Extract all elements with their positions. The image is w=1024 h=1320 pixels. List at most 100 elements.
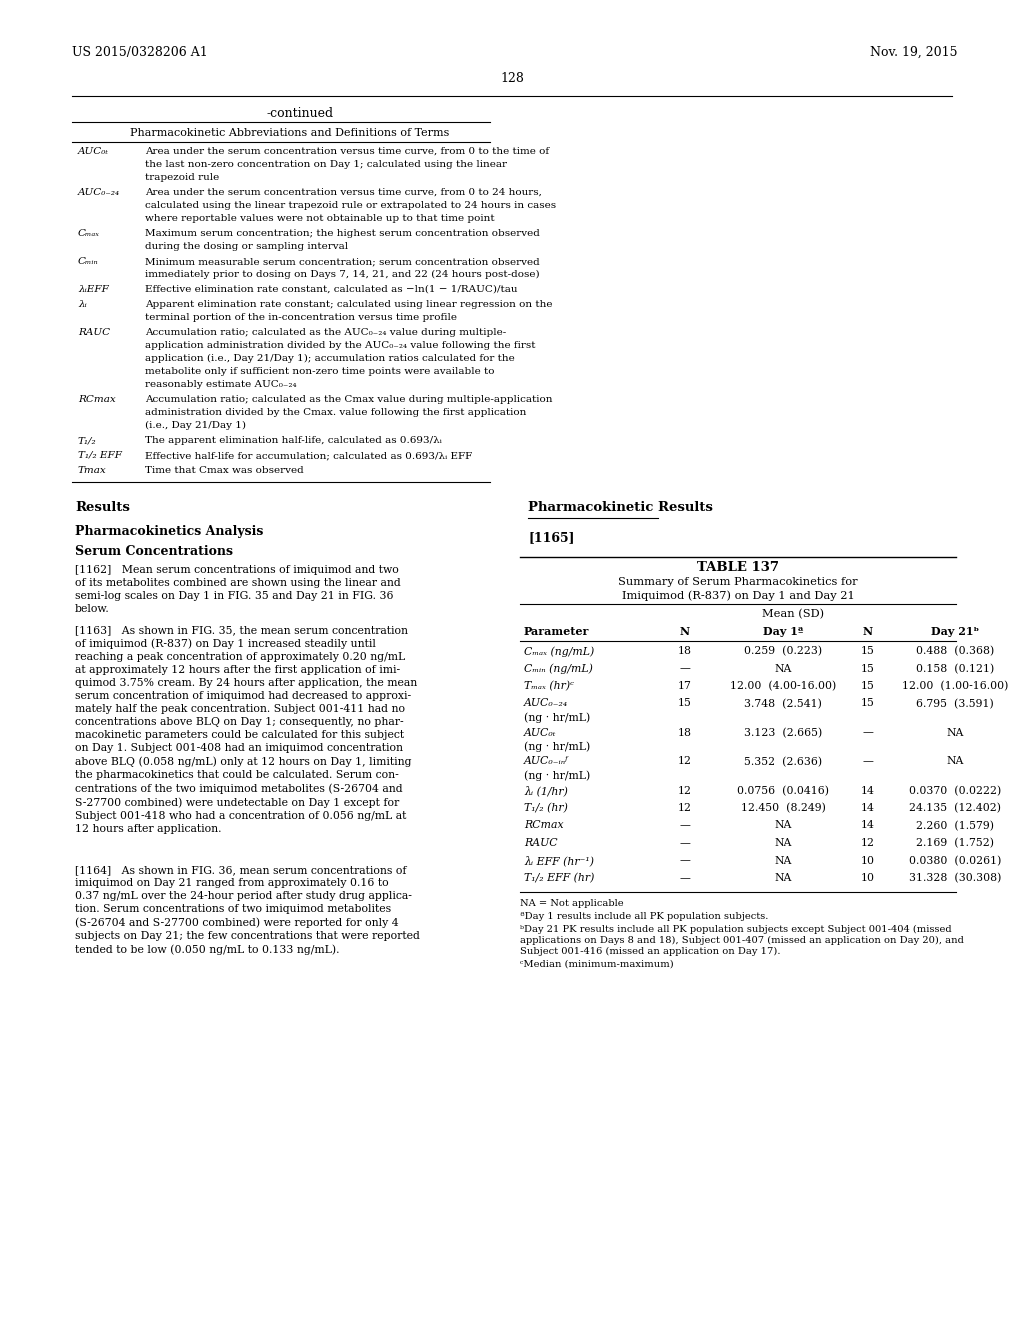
Text: 0.0370  (0.0222): 0.0370 (0.0222) [909, 785, 1001, 796]
Text: 12.00  (1.00-16.00): 12.00 (1.00-16.00) [902, 681, 1009, 692]
Text: λᵢEFF: λᵢEFF [78, 285, 109, 294]
Text: N: N [863, 626, 873, 638]
Text: Mean (SD): Mean (SD) [762, 609, 824, 619]
Text: NA: NA [946, 756, 964, 767]
Text: 15: 15 [861, 681, 874, 690]
Text: AUC₀ₜ: AUC₀ₜ [524, 727, 556, 738]
Text: Maximum serum concentration; the highest serum concentration observed: Maximum serum concentration; the highest… [145, 228, 540, 238]
Text: 15: 15 [678, 698, 692, 709]
Text: Cₘᵢₙ (ng/mL): Cₘᵢₙ (ng/mL) [524, 664, 593, 675]
Text: 18: 18 [678, 727, 692, 738]
Text: application (i.e., Day 21/Day 1); accumulation ratios calculated for the: application (i.e., Day 21/Day 1); accumu… [145, 354, 515, 363]
Text: metabolite only if sufficient non-zero time points were available to: metabolite only if sufficient non-zero t… [145, 367, 495, 376]
Text: AUC₀₋₂₄: AUC₀₋₂₄ [78, 187, 120, 197]
Text: 12: 12 [678, 785, 692, 796]
Text: Imiquimod (R-837) on Day 1 and Day 21: Imiquimod (R-837) on Day 1 and Day 21 [622, 590, 854, 601]
Text: 2.260  (1.579): 2.260 (1.579) [916, 821, 994, 830]
Text: calculated using the linear trapezoid rule or extrapolated to 24 hours in cases: calculated using the linear trapezoid ru… [145, 201, 556, 210]
Text: AUC₀₋ᵢₙᶠ: AUC₀₋ᵢₙᶠ [524, 756, 568, 767]
Text: Tmax: Tmax [78, 466, 106, 475]
Text: T₁/₂ EFF: T₁/₂ EFF [78, 451, 122, 459]
Text: AUC₀₋₂₄: AUC₀₋₂₄ [524, 698, 568, 709]
Text: Cₘᵢₙ: Cₘᵢₙ [78, 257, 98, 267]
Text: λᵢ EFF (hr⁻¹): λᵢ EFF (hr⁻¹) [524, 855, 594, 866]
Text: 12: 12 [678, 803, 692, 813]
Text: Effective elimination rate constant, calculated as −ln(1 − 1/RAUC)/tau: Effective elimination rate constant, cal… [145, 285, 517, 294]
Text: TABLE 137: TABLE 137 [697, 561, 779, 574]
Text: [1163]   As shown in FIG. 35, the mean serum concentration
of imiquimod (R-837) : [1163] As shown in FIG. 35, the mean ser… [75, 624, 417, 834]
Text: 18: 18 [678, 645, 692, 656]
Text: Pharmacokinetic Abbreviations and Definitions of Terms: Pharmacokinetic Abbreviations and Defini… [130, 128, 450, 139]
Text: Effective half-life for accumulation; calculated as 0.693/λᵢ EFF: Effective half-life for accumulation; ca… [145, 451, 472, 459]
Text: Cₘₐₓ: Cₘₐₓ [78, 228, 100, 238]
Text: administration divided by the Cmax. value following the first application: administration divided by the Cmax. valu… [145, 408, 526, 417]
Text: Day 1ª: Day 1ª [763, 626, 803, 638]
Text: during the dosing or sampling interval: during the dosing or sampling interval [145, 242, 348, 251]
Text: 128: 128 [500, 73, 524, 84]
Text: 10: 10 [861, 855, 874, 866]
Text: 3.123  (2.665): 3.123 (2.665) [743, 727, 822, 738]
Text: RAUC: RAUC [78, 327, 111, 337]
Text: US 2015/0328206 A1: US 2015/0328206 A1 [72, 46, 208, 59]
Text: 14: 14 [861, 785, 874, 796]
Text: 15: 15 [861, 698, 874, 709]
Text: 12.00  (4.00-16.00): 12.00 (4.00-16.00) [730, 681, 837, 692]
Text: The apparent elimination half-life, calculated as 0.693/λᵢ: The apparent elimination half-life, calc… [145, 436, 442, 445]
Text: 0.158  (0.121): 0.158 (0.121) [915, 664, 994, 673]
Text: —: — [680, 664, 690, 673]
Text: application administration divided by the AUC₀₋₂₄ value following the first: application administration divided by th… [145, 341, 536, 350]
Text: (ng · hr/mL): (ng · hr/mL) [524, 711, 590, 722]
Text: 10: 10 [861, 873, 874, 883]
Text: 2.169  (1.752): 2.169 (1.752) [916, 838, 994, 849]
Text: λᵢ: λᵢ [78, 300, 87, 309]
Text: terminal portion of the in-concentration versus time profile: terminal portion of the in-concentration… [145, 313, 457, 322]
Text: RCmax: RCmax [78, 395, 116, 404]
Text: Serum Concentrations: Serum Concentrations [75, 545, 233, 558]
Text: the last non-zero concentration on Day 1; calculated using the linear: the last non-zero concentration on Day 1… [145, 160, 507, 169]
Text: [1165]: [1165] [528, 531, 574, 544]
Text: RCmax: RCmax [524, 821, 563, 830]
Text: 15: 15 [861, 664, 874, 673]
Text: Time that Cmax was observed: Time that Cmax was observed [145, 466, 304, 475]
Text: Apparent elimination rate constant; calculated using linear regression on the: Apparent elimination rate constant; calc… [145, 300, 553, 309]
Text: 6.795  (3.591): 6.795 (3.591) [916, 698, 994, 709]
Text: ᶜMedian (minimum-maximum): ᶜMedian (minimum-maximum) [520, 960, 674, 969]
Text: (i.e., Day 21/Day 1): (i.e., Day 21/Day 1) [145, 421, 246, 430]
Text: Results: Results [75, 502, 130, 513]
Text: 0.0756  (0.0416): 0.0756 (0.0416) [737, 785, 829, 796]
Text: NA: NA [774, 821, 792, 830]
Text: 12.450  (8.249): 12.450 (8.249) [740, 803, 825, 813]
Text: λᵢ (1/hr): λᵢ (1/hr) [524, 785, 568, 796]
Text: —: — [862, 756, 873, 767]
Text: —: — [680, 838, 690, 847]
Text: ᵇDay 21 PK results include all PK population subjects except Subject 001-404 (mi: ᵇDay 21 PK results include all PK popula… [520, 924, 964, 956]
Text: NA: NA [774, 664, 792, 673]
Text: 31.328  (30.308): 31.328 (30.308) [909, 873, 1001, 883]
Text: (ng · hr/mL): (ng · hr/mL) [524, 741, 590, 751]
Text: immediately prior to dosing on Days 7, 14, 21, and 22 (24 hours post-dose): immediately prior to dosing on Days 7, 1… [145, 271, 540, 279]
Text: T₁/₂ EFF (hr): T₁/₂ EFF (hr) [524, 873, 594, 883]
Text: Day 21ᵇ: Day 21ᵇ [931, 626, 979, 638]
Text: —: — [680, 821, 690, 830]
Text: Parameter: Parameter [524, 626, 590, 638]
Text: 14: 14 [861, 803, 874, 813]
Text: NA: NA [774, 838, 792, 847]
Text: N: N [680, 626, 690, 638]
Text: Nov. 19, 2015: Nov. 19, 2015 [870, 46, 958, 59]
Text: Accumulation ratio; calculated as the AUC₀₋₂₄ value during multiple-: Accumulation ratio; calculated as the AU… [145, 327, 506, 337]
Text: RAUC: RAUC [524, 838, 558, 847]
Text: 12: 12 [861, 838, 874, 847]
Text: Area under the serum concentration versus time curve, from 0 to 24 hours,: Area under the serum concentration versu… [145, 187, 542, 197]
Text: T₁/₂ (hr): T₁/₂ (hr) [524, 803, 568, 813]
Text: T₁/₂: T₁/₂ [78, 436, 96, 445]
Text: NA = Not applicable: NA = Not applicable [520, 899, 624, 908]
Text: —: — [680, 873, 690, 883]
Text: reasonably estimate AUC₀₋₂₄: reasonably estimate AUC₀₋₂₄ [145, 380, 297, 389]
Text: 15: 15 [861, 645, 874, 656]
Text: Pharmacokinetics Analysis: Pharmacokinetics Analysis [75, 525, 263, 539]
Text: —: — [680, 855, 690, 866]
Text: Tₘₐₓ (hr)ᶜ: Tₘₐₓ (hr)ᶜ [524, 681, 574, 692]
Text: -continued: -continued [266, 107, 334, 120]
Text: ªDay 1 results include all PK population subjects.: ªDay 1 results include all PK population… [520, 912, 768, 921]
Text: 5.352  (2.636): 5.352 (2.636) [744, 756, 822, 767]
